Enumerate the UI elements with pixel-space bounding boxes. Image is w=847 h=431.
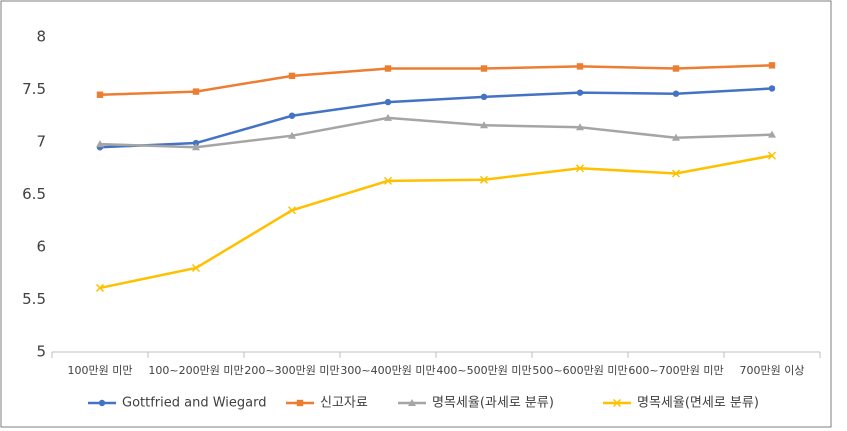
marker xyxy=(672,90,680,97)
marker xyxy=(768,85,776,92)
series-line xyxy=(99,87,773,149)
y-tick-label: 7.5 xyxy=(22,80,46,98)
legend-label: Gottfried and Wiegard xyxy=(122,396,267,411)
marker xyxy=(480,65,488,72)
series-line xyxy=(99,116,773,149)
marker xyxy=(480,121,488,129)
marker xyxy=(768,62,776,69)
marker xyxy=(480,93,488,101)
series-line xyxy=(99,154,773,290)
legend-marker xyxy=(296,399,304,407)
marker xyxy=(576,123,584,131)
legend-label: 명목세율(과세로 분류) xyxy=(432,396,554,411)
x-tick-label: 200~300만원 미만 xyxy=(244,364,339,377)
marker xyxy=(384,98,392,106)
marker xyxy=(96,91,104,98)
x-tick-label: 400~500만원 미만 xyxy=(436,364,531,377)
marker xyxy=(192,139,200,147)
x-tick-label: 100만원 미만 xyxy=(68,364,133,377)
marker xyxy=(575,164,585,173)
marker xyxy=(768,130,776,138)
series-line xyxy=(99,64,773,96)
y-tick-label: 6 xyxy=(36,238,46,256)
x-tick-label: 600~700만원 미만 xyxy=(628,364,723,377)
legend-marker xyxy=(612,398,622,408)
marker xyxy=(192,143,200,151)
legend-label: 명목세율(면세로 분류) xyxy=(637,396,759,411)
marker xyxy=(287,206,297,215)
marker xyxy=(384,65,392,72)
marker xyxy=(288,131,296,139)
marker xyxy=(767,151,777,160)
y-tick-label: 5.5 xyxy=(22,290,46,308)
marker xyxy=(672,65,680,72)
marker xyxy=(191,263,201,273)
marker xyxy=(576,63,584,70)
marker xyxy=(192,88,200,95)
legend-marker xyxy=(408,399,416,406)
x-tick-label: 500~600만원 미만 xyxy=(532,364,627,377)
legend-label: 신고자료 xyxy=(320,396,368,411)
y-tick-label: 7 xyxy=(36,133,46,151)
marker xyxy=(383,176,393,185)
x-tick-label: 100~200만원 미만 xyxy=(148,364,243,377)
chart-border xyxy=(0,0,832,428)
marker xyxy=(479,175,489,184)
y-tick-label: 8 xyxy=(36,28,46,46)
marker xyxy=(288,72,296,80)
legend-marker xyxy=(98,399,106,407)
marker xyxy=(96,140,104,148)
marker xyxy=(671,169,681,178)
marker xyxy=(576,89,584,96)
marker xyxy=(95,283,105,292)
marker xyxy=(672,133,680,141)
marker xyxy=(288,112,296,119)
y-tick-label: 5 xyxy=(36,343,46,361)
y-tick-label: 6.5 xyxy=(22,185,46,203)
marker xyxy=(384,113,392,121)
x-tick-label: 700만원 이상 xyxy=(740,364,805,377)
x-tick-label: 300~400만원 미만 xyxy=(340,364,435,377)
